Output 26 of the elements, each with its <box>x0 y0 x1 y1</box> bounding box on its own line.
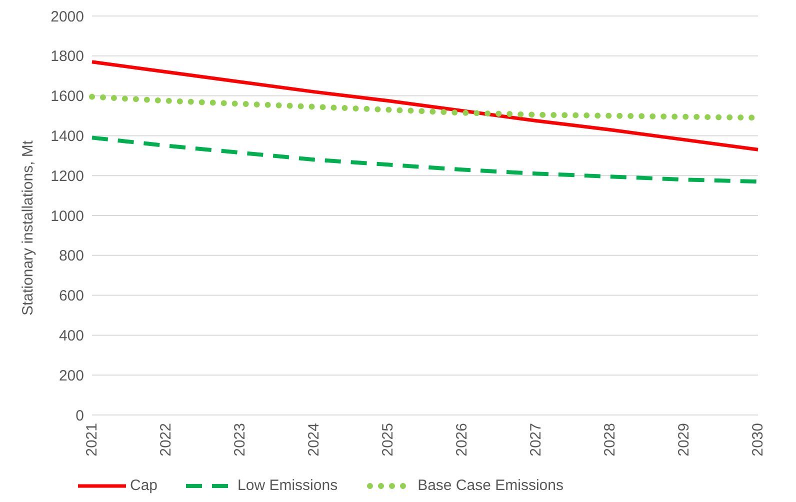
y-tick-label: 800 <box>58 248 84 265</box>
x-tick-label: 2025 <box>380 423 397 456</box>
x-tick-label: 2030 <box>750 423 767 456</box>
x-tick-label: 2028 <box>602 423 619 456</box>
y-tick-label: 200 <box>58 367 84 384</box>
y-tick-label: 1200 <box>50 168 84 185</box>
line-series <box>90 60 760 152</box>
x-tick-label: 2021 <box>84 423 101 456</box>
y-tick-label: 400 <box>58 328 84 345</box>
legend-label: Base Case Emissions <box>418 477 564 494</box>
y-tick-label: 1600 <box>50 88 84 106</box>
x-tick-label: 2022 <box>158 423 175 456</box>
y-tick-label: 600 <box>58 288 84 305</box>
y-tick-label: 1800 <box>50 48 84 66</box>
legend-label: Cap <box>130 477 158 494</box>
y-tick-label: 1400 <box>50 128 84 146</box>
x-tick-label: 2024 <box>306 423 323 456</box>
y-tick-label: 1000 <box>50 208 84 225</box>
x-tick-label: 2029 <box>676 423 693 456</box>
y-tick-label: 0 <box>76 407 84 424</box>
legend-label: Low Emissions <box>238 477 338 494</box>
y-axis-title: Stationary installations, Mt <box>19 140 36 316</box>
y-tick-label: 2000 <box>50 8 84 26</box>
x-tick-label: 2023 <box>232 423 249 456</box>
x-tick-label: 2027 <box>528 423 545 456</box>
x-tick-label: 2026 <box>454 423 471 456</box>
